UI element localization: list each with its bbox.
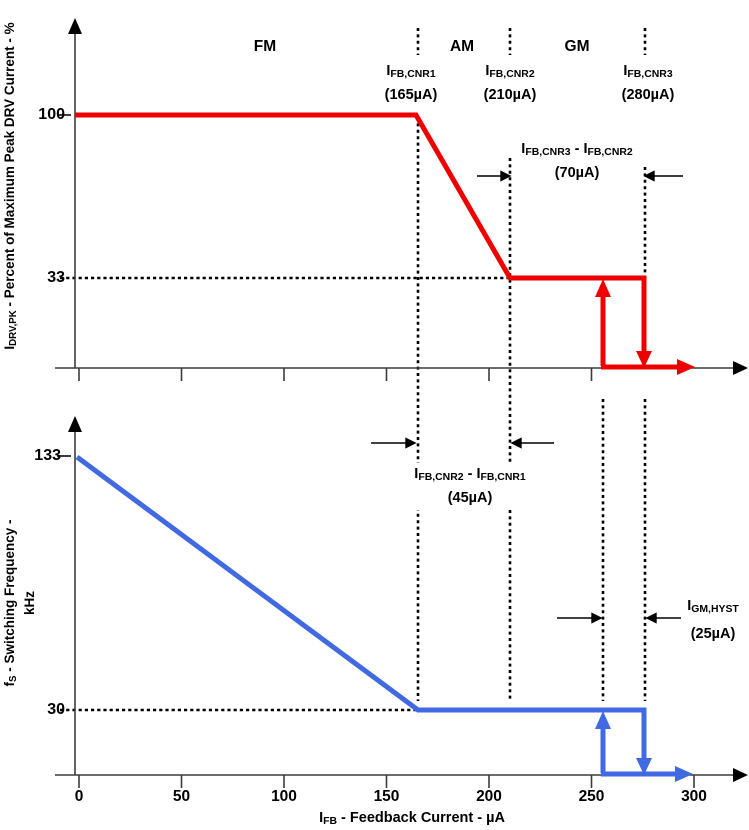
span70-subscript-1: FB,CNR3 xyxy=(525,146,571,158)
red-right-arrowhead xyxy=(677,359,695,375)
arrow-70ua-left-head xyxy=(500,170,512,182)
xtick-label-300: 300 xyxy=(681,788,707,805)
hyst-value: (25µA) xyxy=(690,626,736,642)
cnr3-subscript: FB,CNR3 xyxy=(627,68,673,80)
dotted-levels xyxy=(60,276,509,712)
cnr3-value: (280µA) xyxy=(621,87,675,103)
region-label-fm: FM xyxy=(253,38,277,55)
red-down-arrowhead xyxy=(636,351,652,368)
span70-symbol-2: I xyxy=(583,141,588,157)
blue-fs-curve xyxy=(75,454,693,782)
cnr2-subscript: FB,CNR2 xyxy=(489,68,535,80)
top-y-axis-arrow xyxy=(68,18,82,34)
blue-curve-main xyxy=(75,454,647,760)
hyst-subscript: GM,HYST xyxy=(691,603,739,615)
xtick-label-50: 50 xyxy=(172,788,191,805)
cnr3-symbol: I xyxy=(623,63,628,79)
xlabel-text: - Feedback Current - µA xyxy=(337,810,505,826)
red-curve-main xyxy=(75,112,647,353)
blue-up-arrowhead xyxy=(595,711,611,729)
top-ytick-label-100: 100 xyxy=(38,106,65,123)
top-ytick-label-33: 33 xyxy=(47,269,65,286)
arrow-45ua-right-head xyxy=(510,437,522,449)
xtick-label-0: 0 xyxy=(74,788,84,805)
blue-down-arrowhead xyxy=(636,758,652,775)
xtick-label-250: 250 xyxy=(578,788,605,805)
threshold-label-cnr2: IFB,CNR2 (210µA) xyxy=(450,60,570,107)
top-ylabel-text: - Percent of Maximum Peak DRV Current - … xyxy=(2,22,17,311)
cnr1-symbol: I xyxy=(386,63,391,79)
span45-symbol-2: I xyxy=(476,466,481,482)
cnr2-symbol: I xyxy=(485,63,490,79)
span45-minus: - xyxy=(463,466,477,482)
dotted-guides xyxy=(416,28,647,701)
arrow-45ua-left-head xyxy=(405,437,417,449)
span45-symbol-1: I xyxy=(414,466,419,482)
annotation-arrows xyxy=(371,170,683,624)
arrow-70ua-right-head xyxy=(643,170,655,182)
top-ylabel-subscript: DRV,PK xyxy=(7,310,19,346)
span70-symbol-1: I xyxy=(521,141,526,157)
threshold-label-cnr1: IFB,CNR1 (165µA) xyxy=(351,60,471,107)
top-x-axis-arrow xyxy=(733,361,748,375)
top-ylabel-symbol: I xyxy=(2,345,17,350)
bottom-ylabel-subscript: S xyxy=(7,675,19,682)
span-45ua-annotation: IFB,CNR2 - IFB,CNR1 (45µA) xyxy=(390,463,550,510)
span70-value: (70µA) xyxy=(554,165,600,181)
red-up-arrowhead xyxy=(595,279,611,297)
hyst-symbol: I xyxy=(687,598,692,614)
bottom-ytick-label-133: 133 xyxy=(34,447,61,464)
cnr1-subscript: FB,CNR1 xyxy=(390,68,436,80)
cnr2-value: (210µA) xyxy=(483,87,537,103)
region-label-gm: GM xyxy=(564,38,590,55)
bottom-ylabel-text: - Switching Frequency - xyxy=(2,519,17,676)
span45-subscript-2: FB,CNR1 xyxy=(480,471,526,483)
threshold-label-cnr3: IFB,CNR3 (280µA) xyxy=(588,60,708,107)
xtick-label-200: 200 xyxy=(476,788,502,805)
span70-minus: - xyxy=(570,141,584,157)
span-70ua-annotation: IFB,CNR3 - IFB,CNR2 (70µA) xyxy=(497,138,657,185)
xlabel-symbol: I xyxy=(319,810,324,826)
x-axis-title: IFB - Feedback Current - µA xyxy=(292,807,532,830)
span45-value: (45µA) xyxy=(447,490,493,506)
arrow-25ua-right-head xyxy=(645,612,657,624)
span70-subscript-2: FB,CNR2 xyxy=(587,146,633,158)
bottom-y-axis-arrow xyxy=(68,416,82,432)
bottom-ylabel-unit: kHz xyxy=(22,591,37,616)
bottom-ytick-label-30: 30 xyxy=(47,701,65,718)
xtick-label-150: 150 xyxy=(373,788,400,805)
hyst-annotation: IGM,HYST (25µA) xyxy=(676,593,749,647)
bottom-x-axis-arrow xyxy=(733,768,748,782)
region-label-am: AM xyxy=(449,38,475,55)
arrow-25ua-left-head xyxy=(591,612,603,624)
span45-subscript-1: FB,CNR2 xyxy=(418,471,464,483)
xlabel-subscript: FB xyxy=(323,815,338,827)
bottom-ylabel-symbol: f xyxy=(2,682,17,687)
top-y-axis-title: I DRV,PK - Percent of Maximum Peak DRV Cu… xyxy=(1,0,23,372)
xtick-label-100: 100 xyxy=(271,788,297,805)
cnr1-value: (165µA) xyxy=(384,87,438,103)
red-drv-curve xyxy=(75,112,695,375)
blue-right-arrowhead xyxy=(675,766,693,782)
